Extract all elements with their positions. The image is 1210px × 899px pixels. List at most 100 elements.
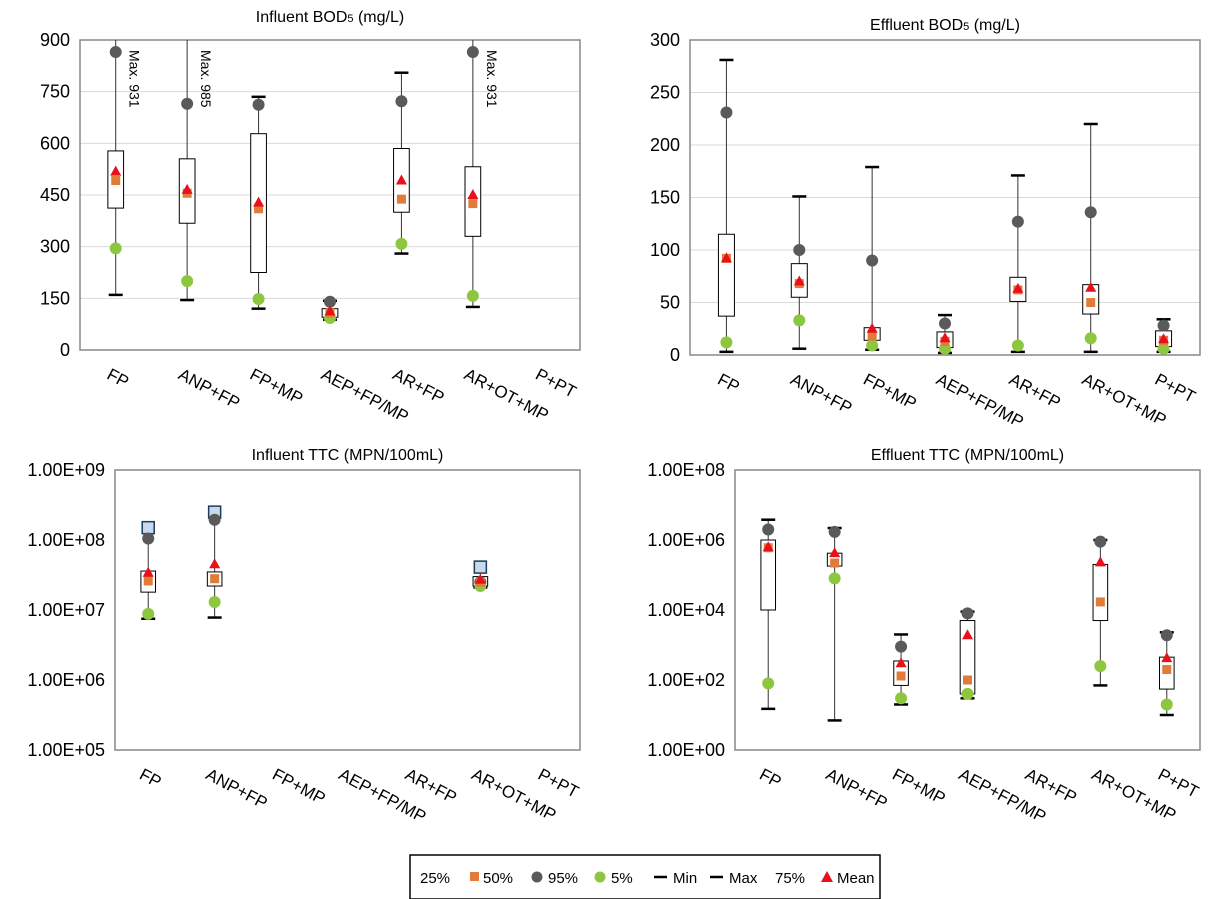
- p95-marker: [142, 532, 155, 545]
- box-0: [140, 520, 157, 620]
- box-4: [393, 71, 410, 255]
- legend-label-p95: 95%: [548, 870, 578, 887]
- p5-marker: [961, 687, 974, 700]
- x-category-label: FP: [756, 765, 784, 792]
- y-tick-label: 50: [660, 293, 680, 313]
- p5-marker: [395, 237, 408, 250]
- median-marker: [143, 576, 153, 586]
- median-marker: [963, 675, 972, 685]
- p5-marker: [793, 314, 806, 327]
- chart-title-main: Influent BOD: [256, 9, 348, 26]
- p5-marker: [1157, 342, 1170, 355]
- y-tick-label: 1.00E+06: [27, 670, 105, 690]
- chart-title: Effluent BOD5 (mg/L): [870, 17, 1020, 34]
- median-marker: [468, 199, 478, 209]
- p5-marker: [109, 242, 122, 255]
- max-marker: [141, 520, 155, 535]
- box-1: [206, 505, 223, 619]
- chart-title: Effluent TTC (MPN/100mL): [871, 447, 1064, 464]
- iqr-box: [1092, 563, 1109, 622]
- p5-marker: [1094, 660, 1107, 673]
- x-category-label: ANP+FP: [787, 370, 855, 418]
- mean-marker: [467, 189, 479, 199]
- p95-marker: [939, 317, 951, 330]
- plot-frame: [734, 469, 1201, 751]
- max-annotation: Max. 931: [127, 50, 143, 108]
- plot-frame: [114, 469, 581, 751]
- median-marker: [111, 176, 121, 186]
- y-tick-label: 1.00E+04: [647, 600, 725, 620]
- median-marker: [867, 331, 877, 341]
- box-2: [250, 95, 267, 310]
- legend-p95-swatch: [531, 871, 543, 883]
- legend-mean-swatch: [821, 871, 833, 882]
- p5-marker: [828, 572, 841, 585]
- median-marker: [1095, 597, 1105, 607]
- chart-title-subscript: 5: [963, 21, 969, 33]
- mean-marker: [395, 174, 407, 185]
- p95-marker: [961, 607, 974, 620]
- chart-title-main: Influent TTC (MPN/100mL): [252, 447, 444, 464]
- chart-title-main: Effluent BOD: [870, 17, 963, 34]
- p95-marker: [1084, 206, 1097, 219]
- box-2: [863, 165, 881, 352]
- legend-p5-swatch: [594, 871, 606, 883]
- p95-marker: [762, 523, 775, 536]
- p95-marker: [866, 254, 879, 267]
- y-tick-label: 1.00E+09: [27, 460, 105, 480]
- box-3: [321, 295, 339, 324]
- x-category-label: AR+FP: [1006, 370, 1064, 413]
- legend-median-swatch: [470, 872, 479, 881]
- median-marker: [210, 574, 220, 584]
- y-tick-label: 150: [650, 188, 680, 208]
- box-5: [1092, 535, 1109, 687]
- box-2: [893, 633, 909, 706]
- p95-marker: [109, 46, 122, 59]
- legend-label-p50: 50%: [483, 870, 513, 887]
- x-category-label: P+PT: [532, 365, 579, 402]
- median-marker: [1162, 664, 1172, 674]
- box-1: [826, 525, 843, 722]
- box-5: [472, 560, 489, 593]
- chart-title-main: Effluent TTC (MPN/100mL): [871, 447, 1064, 464]
- mean-marker: [762, 541, 774, 552]
- median-marker: [396, 194, 406, 204]
- p5-marker: [895, 692, 908, 705]
- y-tick-label: 450: [40, 185, 70, 205]
- y-tick-label: 1.00E+06: [647, 530, 725, 550]
- legend: 25% 50% 95% 5% Min Max 75% Mean: [409, 854, 881, 899]
- box-1: [790, 195, 808, 350]
- p95-marker: [828, 525, 841, 538]
- y-tick-label: 0: [670, 345, 680, 365]
- box-0: Max. 931: [107, 40, 143, 297]
- p5-marker: [181, 275, 194, 288]
- p5-marker: [720, 336, 733, 349]
- mean-marker: [939, 332, 951, 343]
- p95-marker: [1157, 319, 1170, 332]
- x-category-label: AR+FP: [390, 365, 448, 408]
- p5-marker: [1160, 698, 1173, 711]
- p5-marker: [1084, 332, 1097, 345]
- mean-marker: [1161, 652, 1173, 663]
- chart-title-unit: (mg/L): [354, 9, 405, 26]
- p5-marker: [208, 596, 221, 609]
- y-tick-label: 1.00E+08: [27, 530, 105, 550]
- chart-panel-4: 1.00E+00 1.00E+02 1.00E+04 1.00E+06 1.00E+08…: [647, 447, 1201, 827]
- legend-label-max: Max: [729, 870, 758, 887]
- y-tick-label: 200: [650, 135, 680, 155]
- mean-marker: [324, 305, 336, 316]
- p95-marker: [1160, 629, 1173, 642]
- mean-marker: [181, 183, 193, 194]
- plot-frame: [689, 39, 1201, 356]
- box-3: [936, 313, 954, 355]
- mean-marker: [962, 629, 973, 640]
- y-tick-label: 300: [650, 30, 680, 50]
- iqr-box: [717, 233, 735, 317]
- p95-marker: [895, 640, 908, 653]
- chart-title-subscript: 5: [347, 13, 353, 25]
- mean-marker: [720, 252, 732, 263]
- x-category-label: ANP+FP: [175, 365, 243, 413]
- chart-panel-2: 0 50 100 150 200 250 300 Effluent BOD5 (mg/L) FP…: [650, 17, 1201, 432]
